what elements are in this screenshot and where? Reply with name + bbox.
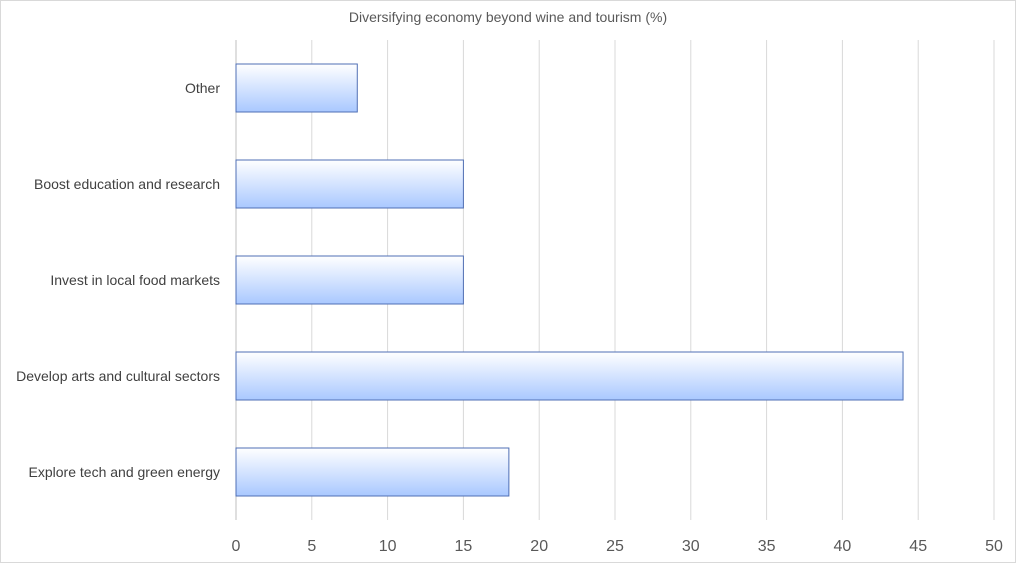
bar-boost-education-and-research — [235, 159, 464, 209]
category-label: Boost education and research — [34, 176, 220, 192]
x-tick-labels: 0 5 10 15 20 25 30 35 40 45 50 — [232, 538, 1003, 555]
category-labels: Other Boost education and research Invest … — [16, 80, 220, 480]
category-label: Invest in local food markets — [50, 272, 220, 288]
x-tick-label: 15 — [455, 538, 473, 555]
bar-other — [235, 63, 358, 113]
x-tick-label: 10 — [379, 538, 397, 555]
x-tick-label: 5 — [307, 538, 316, 555]
bar-invest-in-local-food-markets — [235, 255, 464, 305]
bar-develop-arts-and-cultural-sectors — [235, 351, 904, 401]
x-tick-label: 35 — [758, 538, 776, 555]
x-tick-label: 40 — [834, 538, 852, 555]
x-tick-label: 25 — [606, 538, 624, 555]
bar-explore-tech-and-green-energy — [235, 447, 510, 497]
x-tick-label: 0 — [232, 538, 241, 555]
bars — [235, 63, 904, 497]
category-label: Explore tech and green energy — [29, 464, 220, 480]
category-label: Develop arts and cultural sectors — [16, 368, 220, 384]
x-tick-label: 50 — [985, 538, 1003, 555]
x-tick-label: 45 — [909, 538, 927, 555]
category-label: Other — [185, 80, 220, 96]
chart-title: Diversifying economy beyond wine and tou… — [348, 9, 668, 25]
grid-lines — [235, 40, 995, 520]
x-tick-label: 30 — [682, 538, 700, 555]
x-tick-label: 20 — [530, 538, 548, 555]
